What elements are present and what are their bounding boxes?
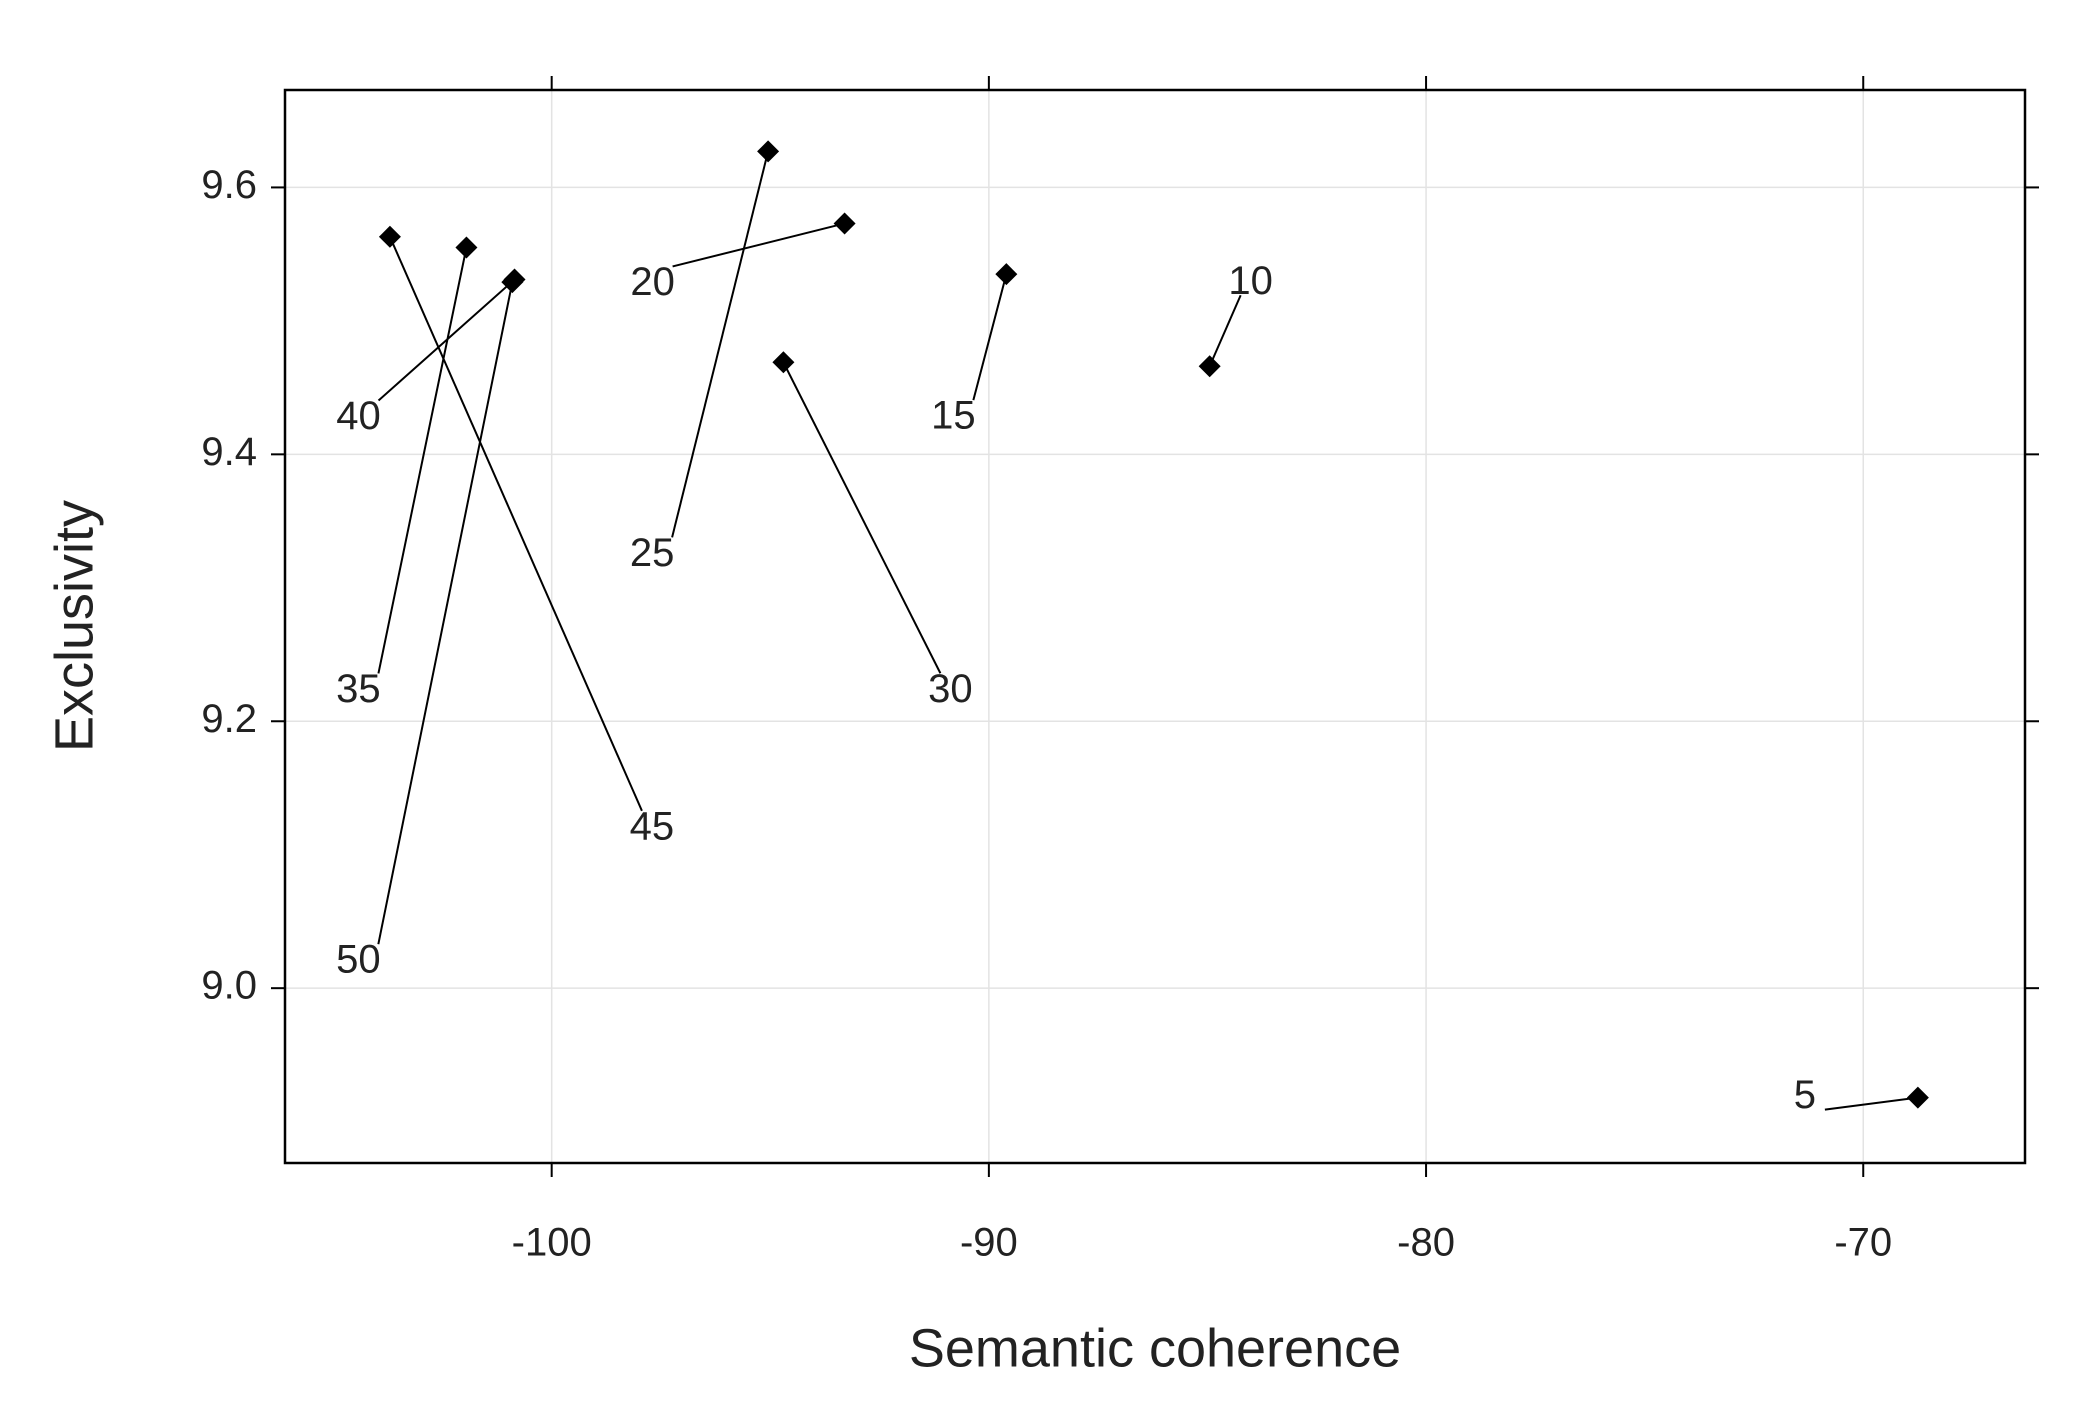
point-label: 20 [630, 260, 675, 304]
point [378, 225, 401, 248]
leader-line [1208, 294, 1242, 367]
point-label: 10 [1228, 259, 1273, 303]
point [1906, 1086, 1929, 1109]
point-label: 30 [928, 667, 973, 711]
y-tick-label: 9.4 [201, 430, 257, 474]
leader-line [389, 236, 643, 812]
leader-line [377, 278, 516, 402]
plot-frame [283, 88, 2027, 1165]
point [833, 212, 856, 235]
point [995, 263, 1018, 286]
x-tick-label: -80 [1397, 1221, 1455, 1265]
x-tick-label: -70 [1834, 1221, 1892, 1265]
leader-line [782, 361, 942, 674]
point [501, 271, 524, 294]
leader-line [972, 273, 1008, 401]
y-tick-label: 9.0 [201, 964, 257, 1008]
y-tick-label: 9.6 [201, 163, 257, 207]
plot-area [285, 90, 2025, 1163]
point-label: 5 [1794, 1073, 1816, 1117]
point [1198, 355, 1221, 378]
leader-line [1824, 1096, 1919, 1111]
y-tick-label: 9.2 [201, 697, 257, 741]
leader-line [377, 247, 468, 674]
point [455, 236, 478, 259]
leader-line [672, 222, 845, 268]
point-label: 35 [336, 667, 381, 711]
point-label: 50 [336, 938, 381, 982]
point [772, 351, 795, 374]
point-label: 25 [630, 531, 675, 575]
point-label: 15 [931, 394, 976, 438]
x-tick-label: -100 [512, 1221, 592, 1265]
point-label: 45 [630, 804, 675, 848]
x-axis-title: Semantic coherence [909, 1318, 1401, 1378]
y-axis-title: Exclusivity [44, 500, 104, 752]
leader-line [377, 281, 514, 945]
x-tick-label: -90 [960, 1221, 1018, 1265]
point-label: 40 [336, 394, 381, 438]
point [757, 140, 780, 163]
leader-line [671, 151, 770, 538]
